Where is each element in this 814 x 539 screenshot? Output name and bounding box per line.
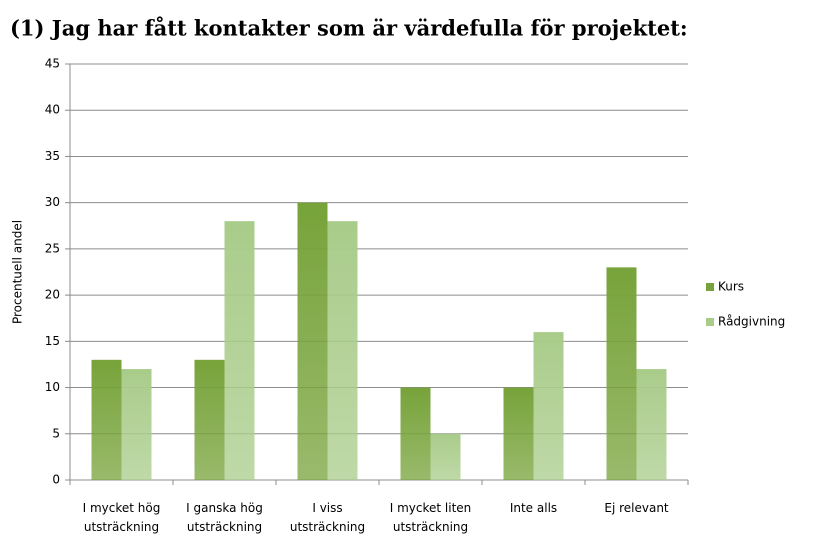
x-tick-label: Inte alls bbox=[509, 501, 558, 515]
x-tick-label: I mycket liten utsträckning bbox=[389, 501, 472, 534]
bar bbox=[533, 332, 564, 480]
y-axis-label: Procentuell andel bbox=[11, 220, 25, 324]
bar bbox=[636, 369, 667, 480]
bar bbox=[121, 369, 152, 480]
bar bbox=[327, 221, 358, 480]
y-tick-label: 15 bbox=[45, 334, 60, 348]
x-tick-label: I mycket hög utsträckning bbox=[82, 501, 161, 534]
legend-swatch bbox=[706, 318, 714, 326]
y-tick-label: 45 bbox=[45, 57, 60, 71]
bar bbox=[297, 202, 328, 480]
y-tick-label: 20 bbox=[45, 288, 60, 302]
chart-title: (1) Jag har fått kontakter som är värdef… bbox=[10, 16, 688, 41]
y-tick-label: 10 bbox=[45, 380, 60, 394]
y-tick-label: 35 bbox=[45, 149, 60, 163]
legend-swatch bbox=[706, 283, 714, 291]
x-tick-label: I ganska hög utsträckning bbox=[186, 501, 263, 534]
bar bbox=[194, 359, 225, 480]
bar bbox=[224, 221, 255, 480]
bar bbox=[503, 387, 534, 480]
y-tick-label: 40 bbox=[45, 103, 60, 117]
bar bbox=[430, 433, 461, 480]
x-tick-label: Ej relevant bbox=[604, 501, 669, 515]
y-tick-label: 0 bbox=[52, 473, 60, 487]
legend-label: Kurs bbox=[718, 280, 744, 294]
bar bbox=[606, 267, 637, 480]
bar bbox=[91, 359, 122, 480]
bar bbox=[400, 387, 431, 480]
legend-label: Rådgivning bbox=[718, 315, 785, 329]
y-tick-label: 25 bbox=[45, 241, 60, 255]
y-tick-label: 30 bbox=[45, 195, 60, 209]
y-tick-label: 5 bbox=[52, 426, 60, 440]
x-tick-label: I viss utsträckning bbox=[289, 501, 366, 534]
